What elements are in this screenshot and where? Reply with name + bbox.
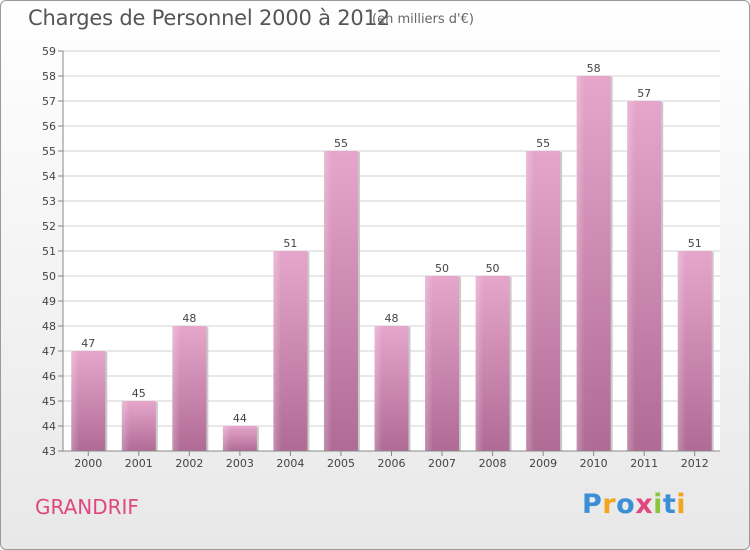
- x-tick-label: 2006: [378, 457, 406, 470]
- bar-highlight: [172, 326, 181, 451]
- data-label: 58: [587, 62, 601, 75]
- x-tick-label: 2010: [580, 457, 608, 470]
- bar-highlight: [374, 326, 383, 451]
- bar-highlight: [121, 401, 130, 451]
- y-tick-label: 46: [42, 370, 56, 383]
- logo-letter: i: [676, 489, 687, 520]
- x-tick-label: 2002: [175, 457, 203, 470]
- y-tick-label: 50: [42, 270, 56, 283]
- y-tick-label: 57: [42, 95, 56, 108]
- x-tick-label: 2000: [74, 457, 102, 470]
- x-tick-label: 2004: [276, 457, 304, 470]
- chart-subtitle: (en milliers d'€): [372, 12, 474, 27]
- bar-highlight: [627, 101, 636, 451]
- bar-highlight: [526, 151, 535, 451]
- y-tick-label: 59: [42, 45, 56, 58]
- data-label: 51: [688, 237, 702, 250]
- y-tick-label: 52: [42, 220, 56, 233]
- data-label: 55: [536, 137, 550, 150]
- logo-letter: t: [662, 489, 677, 520]
- bar-highlight: [222, 426, 231, 451]
- y-tick-label: 49: [42, 295, 56, 308]
- x-tick-label: 2008: [479, 457, 507, 470]
- bar-highlight: [576, 76, 585, 451]
- y-tick-label: 43: [42, 445, 56, 458]
- commune-name: GRANDRIF: [35, 495, 139, 519]
- data-label: 44: [233, 412, 247, 425]
- logo-letter: P: [582, 489, 603, 520]
- bars: 47 45 48 44 51 55 48 50 50 55 58 57 51: [71, 62, 714, 451]
- bar-highlight: [71, 351, 80, 451]
- data-label: 50: [486, 262, 500, 275]
- bar-highlight: [323, 151, 332, 451]
- x-tick-label: 2012: [681, 457, 709, 470]
- chart-title: Charges de Personnel 2000 à 2012: [28, 6, 390, 30]
- data-label: 55: [334, 137, 348, 150]
- logo-letter: x: [635, 489, 654, 520]
- data-label: 48: [182, 312, 196, 325]
- y-tick-label: 55: [42, 145, 56, 158]
- x-tick-label: 2005: [327, 457, 355, 470]
- data-label: 45: [132, 387, 146, 400]
- bar-highlight: [677, 251, 686, 451]
- y-tick-label: 53: [42, 195, 56, 208]
- y-tick-label: 54: [42, 170, 56, 183]
- y-tick-label: 45: [42, 395, 56, 408]
- y-tick-label: 58: [42, 70, 56, 83]
- logo-letter: i: [653, 489, 663, 520]
- bar-highlight: [425, 276, 434, 451]
- x-tick-label: 2001: [125, 457, 153, 470]
- y-tick-label: 44: [42, 420, 56, 433]
- logo-letter: o: [616, 489, 636, 520]
- data-label: 51: [283, 237, 297, 250]
- x-tick-label: 2011: [630, 457, 658, 470]
- x-tick-label: 2003: [226, 457, 254, 470]
- proxiti-logo: Proxiti: [582, 489, 686, 520]
- bar-highlight: [475, 276, 484, 451]
- y-tick-label: 56: [42, 120, 56, 133]
- y-tick-label: 51: [42, 245, 56, 258]
- data-label: 48: [385, 312, 399, 325]
- y-tick-label: 48: [42, 320, 56, 333]
- y-tick-label: 47: [42, 345, 56, 358]
- logo-letter: r: [602, 489, 617, 520]
- data-label: 47: [81, 337, 95, 350]
- data-label: 57: [637, 87, 651, 100]
- x-tick-label: 2009: [529, 457, 557, 470]
- data-label: 50: [435, 262, 449, 275]
- bar-highlight: [273, 251, 282, 451]
- axes: 43 44 45 46 47 48 49 50 51 52 53 54 55 56 57 58 59 2000 20…: [42, 45, 720, 470]
- x-tick-label: 2007: [428, 457, 456, 470]
